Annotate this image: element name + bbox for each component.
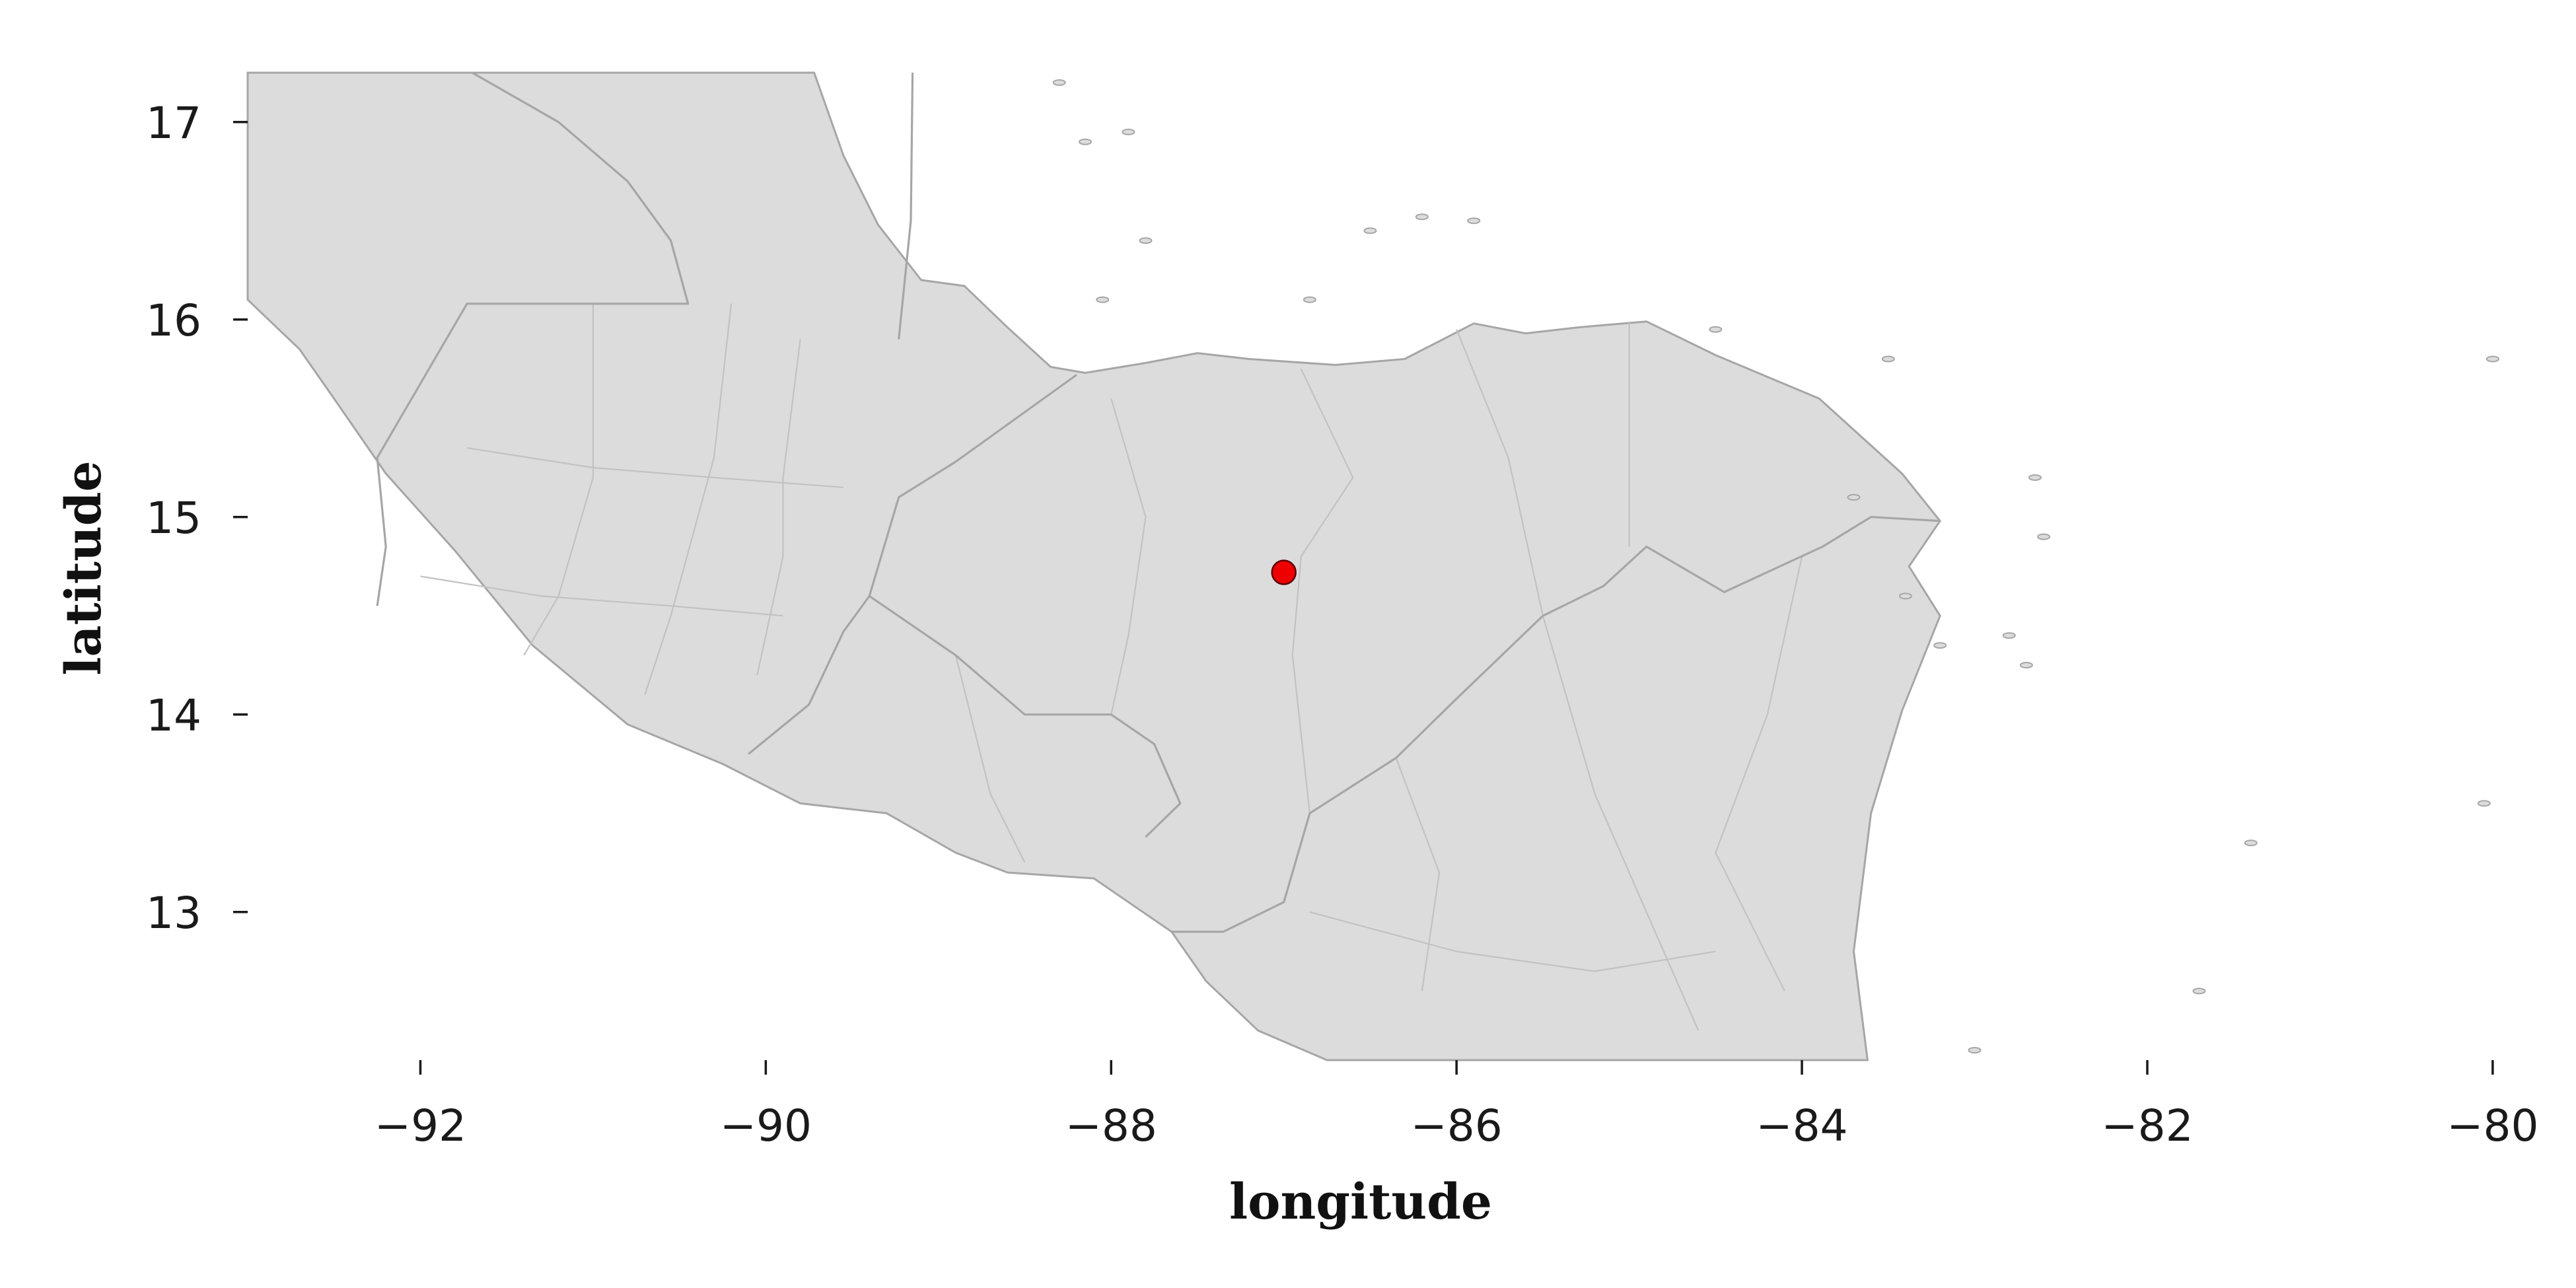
island: [1139, 237, 1153, 244]
x-tick-label: −82: [2101, 1100, 2193, 1151]
island: [1467, 217, 1481, 225]
y-tick-label: 16: [146, 295, 201, 346]
y-tick-label: 15: [146, 493, 201, 544]
island-layer: [1052, 79, 2499, 1054]
island: [2037, 533, 2051, 540]
island: [1363, 227, 1377, 234]
department-border: [1291, 369, 1354, 814]
island: [1933, 642, 1947, 649]
y-axis: 13 14 15 16 17: [146, 98, 248, 939]
marker-layer: [1271, 559, 1297, 585]
plot-area: [246, 71, 2510, 1061]
island: [1898, 592, 1912, 600]
island: [2477, 800, 2491, 807]
y-tick-label: 13: [146, 888, 201, 939]
island: [2486, 355, 2499, 363]
y-tick-label: 17: [146, 98, 201, 149]
island: [2192, 987, 2206, 995]
country-border-layer: [376, 71, 1941, 933]
island: [1415, 213, 1429, 221]
department-border: [1456, 329, 1544, 616]
department-border: [1542, 615, 1699, 1031]
island: [1079, 138, 1092, 145]
island: [1709, 326, 1723, 333]
land-mass: [246, 71, 1941, 1061]
country-border: [1171, 516, 1941, 933]
island: [1122, 128, 1135, 135]
island: [1052, 79, 1066, 86]
island: [1847, 493, 1861, 501]
country-border: [376, 71, 690, 606]
country-border: [898, 72, 914, 340]
location-marker: [1271, 559, 1297, 585]
department-border: [954, 655, 1026, 863]
x-tick-label: −86: [1411, 1100, 1503, 1151]
department-border: [1309, 911, 1716, 972]
internal-border-layer: [420, 303, 1803, 1031]
island: [2019, 662, 2033, 668]
y-tick-label: 14: [146, 690, 201, 741]
island: [1303, 296, 1316, 303]
land-layer: [246, 71, 1941, 1061]
island: [2002, 632, 2016, 639]
country-border: [869, 595, 1182, 838]
x-tick-label: −80: [2447, 1100, 2538, 1151]
x-tick-label: −92: [375, 1100, 466, 1151]
island: [2244, 840, 2258, 847]
island: [1881, 355, 1895, 363]
island: [1968, 1047, 1982, 1054]
department-border: [644, 303, 733, 696]
x-tick-label: −84: [1756, 1100, 1847, 1151]
department-border: [1110, 398, 1147, 715]
y-axis-title: latitude: [55, 460, 112, 675]
island: [2028, 474, 2042, 481]
department-border: [1395, 758, 1441, 991]
department-border: [756, 339, 801, 676]
department-border: [420, 575, 783, 617]
department-border: [466, 447, 844, 488]
x-axis-title: longitude: [1229, 1174, 1492, 1231]
island: [1096, 296, 1110, 303]
x-tick-label: −90: [720, 1100, 812, 1151]
department-border: [1715, 556, 1803, 991]
x-tick-label: −88: [1065, 1100, 1157, 1151]
x-axis: −92 −90 −88 −86 −84 −82 −80: [375, 1060, 2539, 1151]
department-border: [523, 303, 594, 656]
